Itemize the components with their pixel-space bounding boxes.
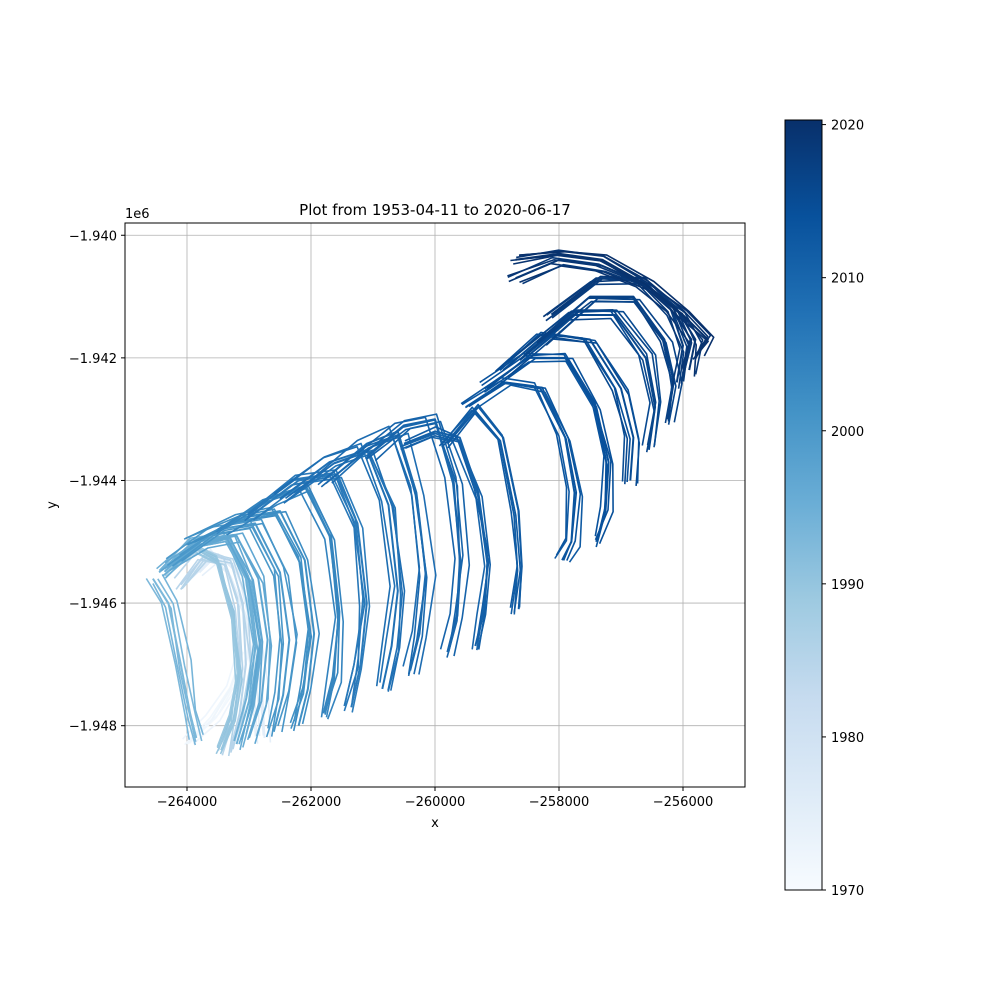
colorbar-tick-label: 2000 [831, 425, 864, 440]
trajectory-line [279, 448, 399, 690]
x-tick-label: −264000 [157, 795, 218, 810]
y-tick-label: −1.946 [69, 597, 117, 612]
colorbar-tick-label: 2020 [831, 119, 864, 134]
x-tick-label: −258000 [529, 795, 590, 810]
trajectory-line [152, 578, 198, 739]
colorbar-tick-label: 2010 [831, 272, 864, 287]
trajectory-copy-line [438, 409, 519, 615]
trajectory-copy-line [519, 250, 715, 357]
trajectory-copy-line [283, 453, 402, 692]
trajectory-copy-line [285, 449, 406, 691]
trajectory-line [366, 418, 461, 653]
trajectory-copy-line [365, 413, 464, 648]
trajectory-copy-line [325, 433, 428, 675]
chart-title: Plot from 1953-04-11 to 2020-06-17 [299, 201, 571, 219]
trajectory-line [446, 405, 523, 610]
colorbar-tick-label: 1970 [831, 884, 864, 899]
trajectory-line [403, 430, 489, 647]
trajectory-copy-line [161, 574, 204, 735]
x-axis-label: x [431, 816, 439, 831]
trajectory-copy-line [402, 432, 488, 650]
x-axis-ticks: −264000 −262000 −260000 −258000 −256000 [157, 787, 714, 810]
trajectory-line [484, 356, 610, 543]
trajectory-copy-line [441, 406, 519, 608]
trajectory-copy-line [183, 506, 309, 722]
trajectory-copy-line [313, 425, 421, 667]
colorbar-tick-label: 1980 [831, 731, 864, 746]
trajectory-copy-line [157, 578, 203, 742]
trajectory-copy-line [506, 333, 640, 484]
trajectory-copy-line [215, 487, 337, 718]
y-tick-label: −1.940 [69, 229, 117, 244]
trajectory-copy-line [171, 526, 285, 737]
trajectory-line [248, 473, 368, 708]
trajectory-copy-line [331, 432, 437, 675]
x-tick-label: −262000 [281, 795, 342, 810]
y-tick-label: −1.942 [69, 352, 117, 367]
trajectory-copy-line [472, 384, 584, 563]
grid-lines [125, 223, 745, 787]
trajectory-lines [145, 249, 715, 757]
y-axis-offset-label: 1e6 [125, 207, 150, 222]
trajectory-copy-line [226, 489, 344, 720]
trajectory-copy-line [404, 426, 491, 643]
y-tick-label: −1.944 [69, 474, 117, 489]
trajectory-copy-line [499, 331, 631, 483]
trajectory-copy-line [516, 249, 712, 356]
colorbar [784, 119, 823, 891]
x-tick-label: −260000 [405, 795, 466, 810]
trajectory-line [322, 430, 427, 671]
trajectory-copy-line [447, 410, 522, 613]
trajectory-copy-line [495, 333, 626, 482]
trajectory-copy-line [513, 254, 709, 360]
x-tick-label: −256000 [653, 795, 714, 810]
trajectory-line [515, 252, 709, 359]
trajectory-copy-line [274, 445, 391, 687]
trajectory-copy-line [404, 435, 491, 650]
y-axis-label: y [45, 501, 60, 509]
trajectory-copy-line [192, 653, 250, 745]
trajectory-copy-line [145, 578, 190, 740]
trajectory-copy-line [160, 537, 261, 741]
trajectory-copy-line [528, 309, 662, 448]
colorbar-ticks: 1970 1980 1990 2000 2010 2020 [822, 119, 864, 899]
trajectory-copy-line [152, 583, 197, 746]
trajectory-line [539, 295, 675, 420]
y-axis-ticks: −1.948 −1.946 −1.944 −1.942 −1.940 [69, 229, 125, 735]
trajectory-copy-line [356, 416, 456, 650]
y-tick-label: −1.948 [69, 720, 117, 735]
colorbar-tick-label: 1990 [831, 578, 864, 593]
trajectory-copy-line [181, 522, 298, 733]
